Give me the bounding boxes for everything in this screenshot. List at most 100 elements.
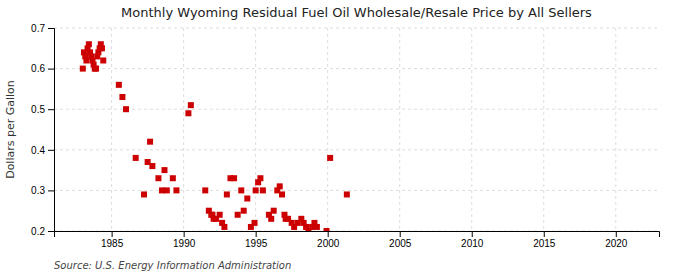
point [164,187,170,193]
x-tick-mark [328,231,329,237]
point [252,220,258,226]
y-tick-mark [48,150,54,151]
chart: 198519901995200020052010201520200.20.30.… [0,0,675,275]
y-axis: 0.2 0.3 0.4 0.5 0.6 0.7 [31,23,54,237]
y-tick: 0.4 [31,145,54,156]
point [271,208,277,214]
y-axis-title: Dollars per Gallon [4,80,17,179]
annotation: Source: U.S. Energy Information Administ… [54,260,291,271]
point [235,212,241,218]
point [217,212,223,218]
y-tick-mark [48,69,54,70]
y-tick-label: 0.4 [31,145,45,156]
x-tick-label: 2010 [461,238,484,249]
y-tick-mark [48,28,54,29]
y-grid-line [54,109,659,110]
point [80,66,86,72]
y-tick: 0.2 [31,226,54,237]
x-tick-label: 2015 [533,238,556,249]
x-grid-line [615,28,616,231]
x-grid-line [399,28,400,231]
y-tick-label: 0.6 [31,63,45,74]
x-grid-line [183,28,184,231]
x-tick-label: 2000 [317,238,340,249]
points [80,41,350,231]
point [170,175,176,181]
y-tick-label: 0.2 [31,226,45,237]
point [327,155,333,161]
point [133,155,139,161]
y-tick-label: 0.3 [31,185,45,196]
point [202,187,208,193]
x-grid-line [543,28,544,231]
y-tick: 0.7 [31,23,54,34]
point [185,110,191,116]
x-grid-line [111,28,112,231]
x-grid-line [255,28,256,231]
point [224,191,230,197]
point [260,187,266,193]
y-tick: 0.5 [31,104,54,115]
plot-area: 198519901995200020052010201520200.20.30.… [31,23,659,249]
x-tick-mark [616,231,617,237]
y-grid-line [54,68,659,69]
title: Monthly Wyoming Residual Fuel Oil Wholes… [121,5,592,20]
x-tick-label: 1985 [101,238,124,249]
point [141,191,147,197]
point [277,183,283,189]
x-tick-mark [544,231,545,237]
y-tick-mark [48,190,54,191]
y-grid-line [54,190,659,191]
point [119,94,125,100]
grid [54,28,659,231]
y-axis-line [48,29,55,232]
point [116,82,122,88]
point [268,216,274,222]
point [99,45,105,51]
x-tick-label: 2005 [389,238,412,249]
point [86,41,92,47]
point [173,187,179,193]
x-tick: 1990 [173,231,196,249]
y-tick-mark [48,109,54,110]
point [188,102,194,108]
x-tick-mark [112,231,113,237]
x-tick: 2010 [461,231,484,249]
y-tick: 0.6 [31,63,54,74]
point [314,224,320,230]
point [147,139,153,145]
point [161,167,167,173]
x-tick: 1985 [101,231,124,249]
x-axis: 1985 1990 1995 2000 2005 2010 2015 2020 [55,231,660,249]
x-tick: 2015 [533,231,556,249]
x-tick-mark [400,231,401,237]
point [149,163,155,169]
point [155,175,161,181]
point [324,228,330,231]
x-tick-mark [256,231,257,237]
y-tick-label: 0.7 [31,23,45,34]
point [93,66,99,72]
x-tick: 2000 [317,231,340,249]
point [244,196,250,202]
x-tick-label: 1995 [245,238,268,249]
y-tick-label: 0.5 [31,104,45,115]
x-tick-label: 2020 [605,238,628,249]
point [221,224,227,230]
x-axis-line [55,232,660,238]
y-tick-mark [48,231,54,232]
point [231,175,237,181]
point [238,187,244,193]
x-tick-mark [184,231,185,237]
point [344,191,350,197]
point [100,57,106,63]
point [279,191,285,197]
x-tick-label: 1990 [173,238,196,249]
x-tick: 2020 [605,231,628,249]
x-tick-mark [472,231,473,237]
x-tick: 1995 [245,231,268,249]
point [253,187,259,193]
point [257,175,263,181]
x-grid-line [471,28,472,231]
y-grid-line [54,149,659,150]
